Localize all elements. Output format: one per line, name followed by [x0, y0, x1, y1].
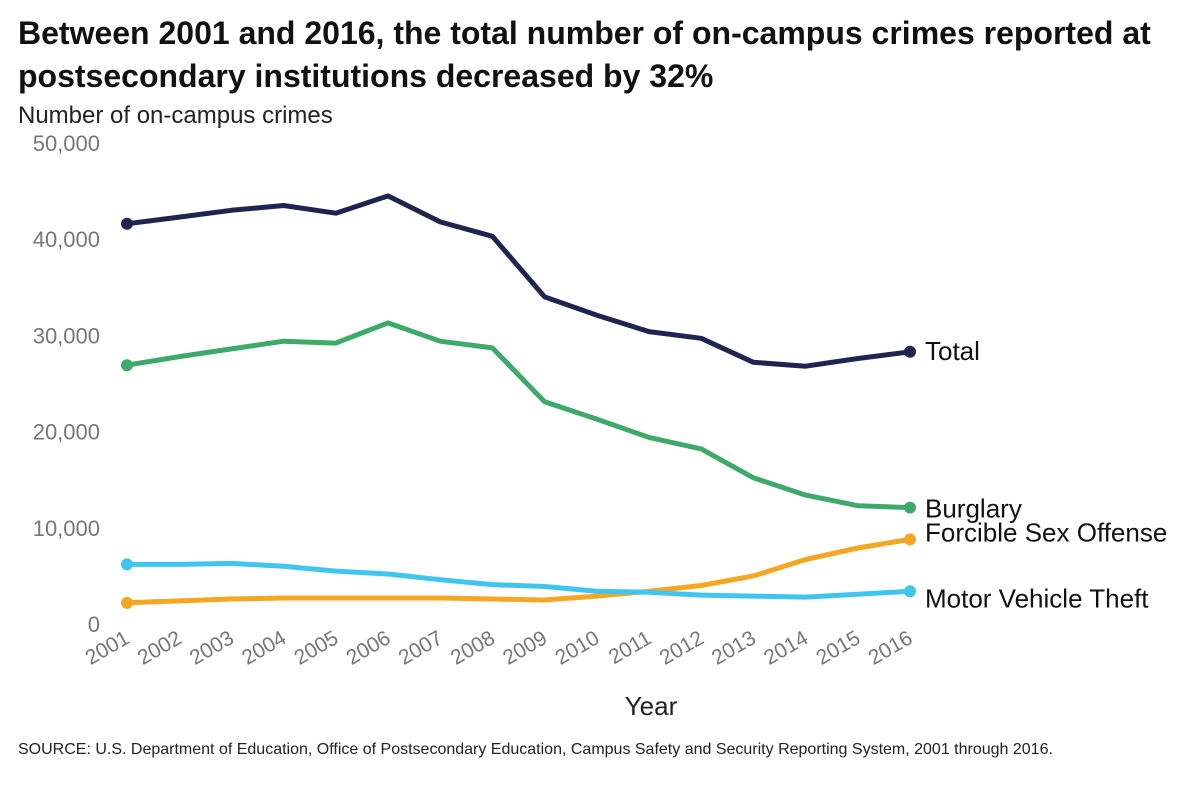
- x-tick-label: 2016: [865, 626, 917, 669]
- x-tick-label: 2013: [708, 626, 760, 669]
- series-line-forcible-sex-offense: [124, 536, 913, 606]
- y-tick-label: 30,000: [33, 323, 100, 348]
- series-end-point-burglary: [904, 501, 916, 514]
- y-tick-label: 20,000: [33, 420, 100, 445]
- series-start-point-burglary: [121, 359, 133, 372]
- x-tick-label: 2011: [605, 626, 656, 669]
- series-start-point-total: [121, 217, 133, 230]
- y-axis-ticks: 0 10,000 20,000 30,000 40,000 50,000: [33, 131, 100, 637]
- series-line-total: [124, 193, 913, 369]
- source-note: SOURCE: U.S. Department of Education, Of…: [18, 741, 1053, 758]
- series-lines: [121, 193, 916, 609]
- series-line-motor-vehicle-theft: [124, 560, 913, 600]
- y-tick-label: 0: [88, 612, 100, 637]
- x-tick-label: 2015: [812, 626, 864, 669]
- x-tick-label: 2009: [499, 626, 551, 669]
- series-end-point-motor-vehicle-theft: [904, 585, 916, 598]
- series-label-forcible-sex-offense: Forcible Sex Offense: [925, 517, 1167, 547]
- series-end-point-forcible-sex-offense: [904, 533, 916, 546]
- chart-title: Between 2001 and 2016, the total number …: [18, 15, 1151, 94]
- series-label-total: Total: [925, 336, 980, 366]
- x-tick-label: 2005: [290, 626, 342, 669]
- x-tick-label: 2007: [395, 626, 447, 669]
- series-end-point-total: [904, 345, 916, 358]
- x-tick-label: 2014: [760, 626, 812, 669]
- x-tick-label: 2006: [343, 626, 395, 669]
- x-axis-ticks: 2001 2002 2003 2004 2005 2006 2007 2008 2009 2010…: [82, 626, 917, 669]
- x-tick-label: 2002: [134, 626, 186, 669]
- x-tick-label: 2012: [656, 626, 708, 669]
- y-tick-label: 40,000: [33, 227, 100, 252]
- series-label-motor-vehicle-theft: Motor Vehicle Theft: [925, 583, 1149, 613]
- x-tick-label: 2004: [238, 626, 290, 669]
- series-start-point-forcible-sex-offense: [121, 596, 133, 609]
- series-label-burglary: Burglary: [925, 494, 1022, 524]
- x-axis-title: Year: [625, 691, 678, 721]
- y-tick-label: 10,000: [33, 516, 100, 541]
- series-line-burglary: [124, 320, 913, 511]
- x-tick-label: 2010: [551, 626, 603, 669]
- series-start-point-motor-vehicle-theft: [121, 558, 133, 571]
- y-axis-title: Number of on-campus crimes: [18, 102, 333, 129]
- x-tick-label: 2003: [186, 626, 238, 669]
- y-tick-label: 50,000: [33, 131, 100, 156]
- x-tick-label: 2008: [447, 626, 499, 669]
